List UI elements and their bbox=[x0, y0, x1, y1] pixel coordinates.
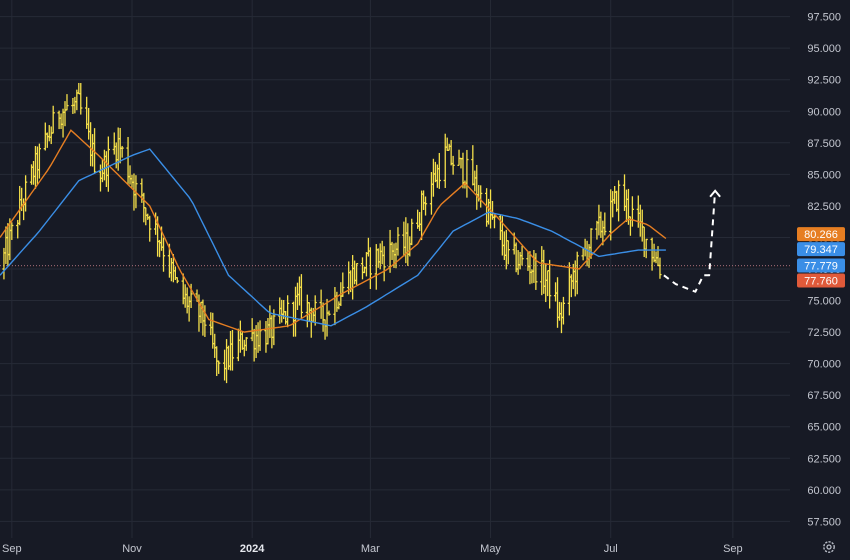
moving-averages bbox=[0, 129, 667, 333]
price-badge-label: 77.760 bbox=[804, 275, 838, 287]
y-tick-label: 57.500 bbox=[807, 516, 841, 528]
y-tick-label: 92.500 bbox=[807, 75, 841, 87]
grid-lines bbox=[0, 0, 790, 538]
price-badge bbox=[797, 273, 845, 288]
price-badge-label: 77.779 bbox=[804, 260, 838, 272]
x-tick-label: May bbox=[480, 543, 501, 555]
projection-path bbox=[663, 189, 721, 293]
candles bbox=[2, 82, 662, 384]
projection-arrowhead bbox=[709, 189, 721, 198]
y-tick-label: 70.000 bbox=[807, 359, 841, 371]
price-badge bbox=[797, 258, 845, 273]
x-tick-label: Nov bbox=[122, 543, 142, 555]
y-tick-label: 97.500 bbox=[807, 12, 841, 24]
projection-line bbox=[663, 190, 717, 293]
moving-average-line bbox=[0, 148, 666, 327]
y-tick-label: 95.000 bbox=[807, 43, 841, 55]
price-badge-label: 80.266 bbox=[804, 229, 838, 241]
y-tick-label: 67.500 bbox=[807, 390, 841, 402]
y-tick-label: 90.000 bbox=[807, 106, 841, 118]
y-tick-label: 62.500 bbox=[807, 453, 841, 465]
x-tick-label: Mar bbox=[361, 543, 380, 555]
y-tick-label: 85.000 bbox=[807, 169, 841, 181]
price-badge bbox=[797, 227, 845, 242]
y-tick-label: 60.000 bbox=[807, 485, 841, 497]
x-tick-label: 2024 bbox=[240, 543, 265, 555]
price-badges: 80.266 79.347 77.779 77.760 bbox=[797, 227, 845, 288]
y-tick-label: 65.000 bbox=[807, 422, 841, 434]
x-tick-label: Jul bbox=[604, 543, 618, 555]
price-badge-label: 79.347 bbox=[804, 244, 838, 256]
y-tick-label: 87.500 bbox=[807, 138, 841, 150]
moving-average-line bbox=[0, 129, 667, 333]
x-axis: Sep Nov 2024 Mar May Jul Sep bbox=[2, 543, 743, 555]
price-badge bbox=[797, 242, 845, 257]
y-tick-label: 72.500 bbox=[807, 327, 841, 339]
settings-gear-icon[interactable] bbox=[822, 540, 836, 554]
y-tick-label: 82.500 bbox=[807, 201, 841, 213]
x-tick-label: Sep bbox=[2, 543, 22, 555]
y-tick-label: 75.000 bbox=[807, 296, 841, 308]
x-tick-label: Sep bbox=[723, 543, 743, 555]
